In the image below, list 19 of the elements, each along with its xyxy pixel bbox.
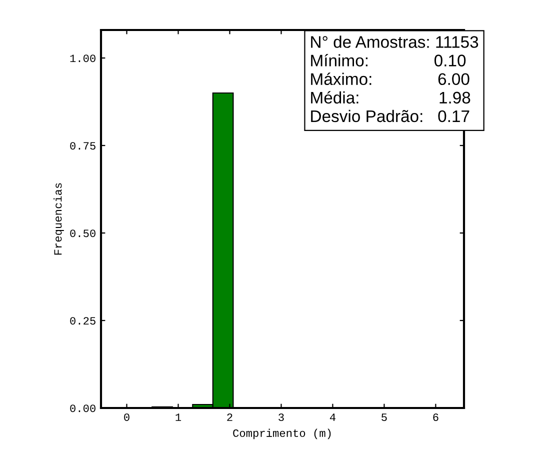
annotation: Mínimo: 0.10 — [311, 54, 466, 66]
x-tick-label: 3 — [278, 413, 284, 422]
x-axis-title: Comprimento (m) — [233, 428, 331, 440]
y-tick-label: 1.00 — [70, 54, 96, 62]
x-tick-label: 5 — [382, 414, 387, 422]
y-tick-label: 0.25 — [70, 317, 96, 325]
x-tick-label: 2 — [227, 413, 232, 421]
annotation: Máximo: 6.00 — [311, 72, 470, 86]
annotation: Desvio Padrão: 0.17 — [311, 110, 470, 122]
x-tick-label: 6 — [433, 413, 438, 422]
y-tick-label: 0.00 — [70, 404, 96, 412]
x-tick-label: 0 — [124, 413, 130, 422]
y-tick-label: 0.50 — [70, 230, 96, 238]
y-tick-label: 0.75 — [70, 142, 96, 150]
x-tick-label: 1 — [176, 414, 182, 421]
annotation: N° de Amostras: 11153 — [311, 36, 478, 48]
x-tick-label: 4 — [330, 414, 336, 421]
y-axis-title: Frequencias — [54, 183, 64, 255]
annotation: Média: 1.98 — [311, 91, 470, 104]
